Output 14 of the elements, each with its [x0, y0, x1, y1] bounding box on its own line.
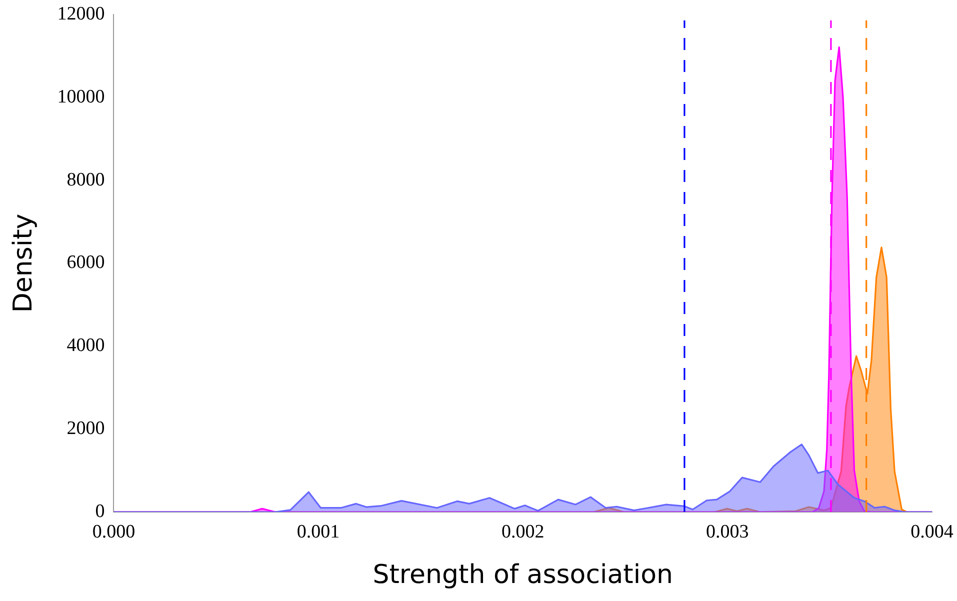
y-tick-label: 2000	[66, 418, 105, 440]
y-tick-label: 10000	[57, 86, 105, 108]
y-tick-label: 4000	[66, 335, 105, 356]
y-axis-title: Density	[8, 214, 38, 313]
x-axis-title: Strength of association	[372, 560, 673, 590]
x-tick-label: 0.000	[92, 521, 136, 542]
y-tick-label: 6000	[66, 252, 105, 274]
x-tick-label: 0.002	[501, 521, 544, 542]
y-tick-label: 12000	[57, 3, 105, 24]
y-tick-label: 0	[95, 500, 105, 522]
x-tick-label: 0.001	[296, 521, 340, 542]
y-tick-label: 8000	[66, 169, 105, 190]
x-tick-label: 0.003	[706, 521, 749, 542]
x-tick-label: 0.004	[910, 521, 954, 542]
